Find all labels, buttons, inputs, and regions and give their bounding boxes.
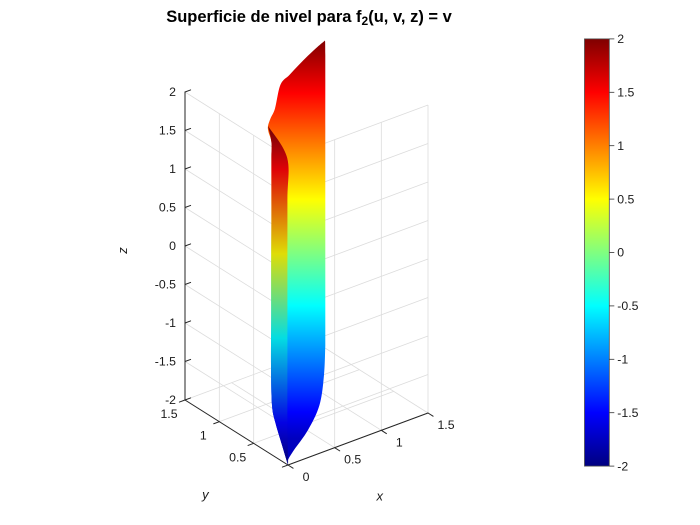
svg-text:-1: -1 — [165, 316, 176, 330]
svg-text:x: x — [375, 489, 383, 504]
svg-text:0.5: 0.5 — [229, 450, 246, 464]
svg-text:1: 1 — [200, 429, 207, 443]
svg-text:2: 2 — [169, 85, 176, 99]
svg-text:-0.5: -0.5 — [155, 278, 176, 292]
svg-text:0.5: 0.5 — [159, 201, 176, 215]
svg-text:1.5: 1.5 — [617, 86, 634, 100]
svg-text:1.5: 1.5 — [159, 124, 176, 138]
svg-text:1.5: 1.5 — [437, 418, 454, 432]
svg-text:1.5: 1.5 — [160, 407, 177, 421]
svg-text:-2: -2 — [617, 459, 628, 473]
svg-text:0: 0 — [169, 239, 176, 253]
svg-text:y: y — [201, 487, 210, 502]
svg-text:1: 1 — [169, 162, 176, 176]
svg-text:2: 2 — [617, 32, 624, 46]
svg-text:-1.5: -1.5 — [617, 406, 638, 420]
svg-text:0.5: 0.5 — [344, 453, 361, 467]
svg-text:z: z — [115, 247, 130, 255]
svg-text:-2: -2 — [165, 393, 176, 407]
svg-text:0: 0 — [617, 246, 624, 260]
svg-text:0: 0 — [303, 470, 310, 484]
svg-text:-1.5: -1.5 — [155, 355, 176, 369]
svg-text:0.5: 0.5 — [617, 192, 634, 206]
svg-text:-1: -1 — [617, 353, 628, 367]
svg-text:1: 1 — [396, 435, 403, 449]
svg-text:1: 1 — [617, 139, 624, 153]
svg-text:-0.5: -0.5 — [617, 299, 638, 313]
